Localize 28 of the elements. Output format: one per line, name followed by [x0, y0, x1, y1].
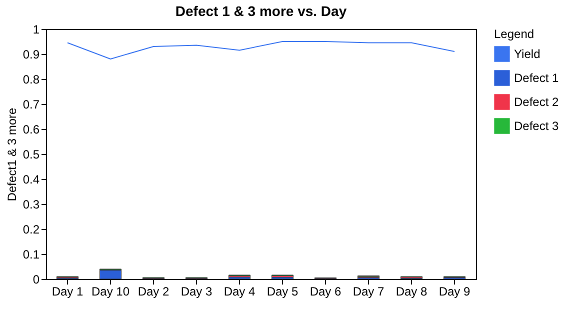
legend-label: Defect 1	[514, 71, 560, 85]
y-tick-label: 0.4	[22, 172, 40, 186]
x-tick-label: Day 9	[438, 284, 470, 298]
y-axis-title: Defect1 & 3 more	[4, 107, 19, 202]
x-tick-label: Day 10	[91, 284, 130, 298]
legend-label: Defect 3	[514, 119, 560, 133]
y-tick-label: 0.6	[22, 122, 40, 136]
x-tick-label: Day 2	[138, 284, 170, 298]
x-tick-label: Day 1	[52, 284, 84, 298]
y-tick-label: 0.2	[22, 222, 40, 236]
y-tick-label: 0.7	[22, 98, 40, 112]
x-tick-label: Day 8	[396, 284, 428, 298]
y-tick-label: 0	[32, 272, 40, 286]
x-tick-label: Day 6	[310, 284, 342, 298]
x-tick-label: Day 3	[180, 284, 212, 298]
legend-label: Defect 2	[514, 95, 560, 109]
y-tick-label: 0.1	[22, 248, 40, 262]
legend-title: Legend	[494, 27, 534, 41]
x-tick-label: Day 4	[224, 284, 256, 298]
y-tick-label: 0.9	[22, 48, 40, 62]
chart-title: Defect 1 & 3 more vs. Day	[175, 3, 347, 19]
x-tick-label: Day 7	[352, 284, 384, 298]
y-tick-label: 0.5	[22, 148, 40, 162]
y-tick-label: 1	[32, 22, 40, 36]
y-tick-label: 0.8	[22, 72, 40, 86]
y-tick-label: 0.3	[22, 198, 40, 212]
legend-label: Yield	[514, 47, 540, 61]
x-tick-label: Day 5	[266, 284, 298, 298]
